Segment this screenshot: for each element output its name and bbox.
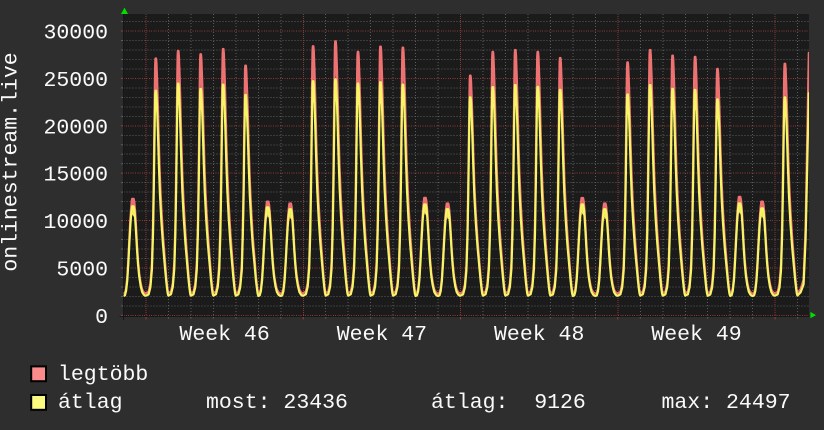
svg-text:onlinestream.live: onlinestream.live <box>0 52 24 271</box>
svg-text:átlag: átlag <box>58 391 123 415</box>
svg-text:legtöbb: legtöbb <box>58 363 148 387</box>
svg-text:Week 48: Week 48 <box>494 323 584 347</box>
svg-text:20000: 20000 <box>43 116 108 140</box>
svg-text:0: 0 <box>95 306 108 330</box>
svg-text:Week 49: Week 49 <box>651 323 741 347</box>
svg-text:5000: 5000 <box>56 259 108 283</box>
svg-text:max: 24497: max: 24497 <box>662 391 791 415</box>
svg-text:15000: 15000 <box>43 164 108 188</box>
svg-text:10000: 10000 <box>43 211 108 235</box>
svg-text:30000: 30000 <box>43 22 108 46</box>
svg-text:Week 47: Week 47 <box>337 323 427 347</box>
svg-text:most: 23436: most: 23436 <box>206 391 348 415</box>
svg-text:Week 46: Week 46 <box>179 323 269 347</box>
svg-text:átlag: 9126: átlag: 9126 <box>431 391 586 415</box>
svg-text:25000: 25000 <box>43 69 108 93</box>
